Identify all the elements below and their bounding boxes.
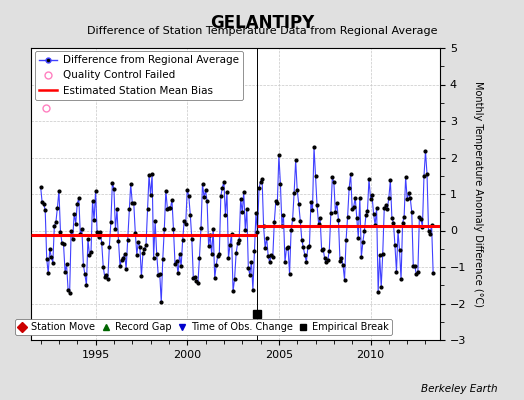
Y-axis label: Monthly Temperature Anomaly Difference (°C): Monthly Temperature Anomaly Difference (… [473, 81, 483, 307]
Text: GELANTIPY: GELANTIPY [210, 14, 314, 32]
Legend: Station Move, Record Gap, Time of Obs. Change, Empirical Break: Station Move, Record Gap, Time of Obs. C… [15, 319, 391, 335]
Text: Difference of Station Temperature Data from Regional Average: Difference of Station Temperature Data f… [87, 26, 437, 36]
Text: Berkeley Earth: Berkeley Earth [421, 384, 498, 394]
